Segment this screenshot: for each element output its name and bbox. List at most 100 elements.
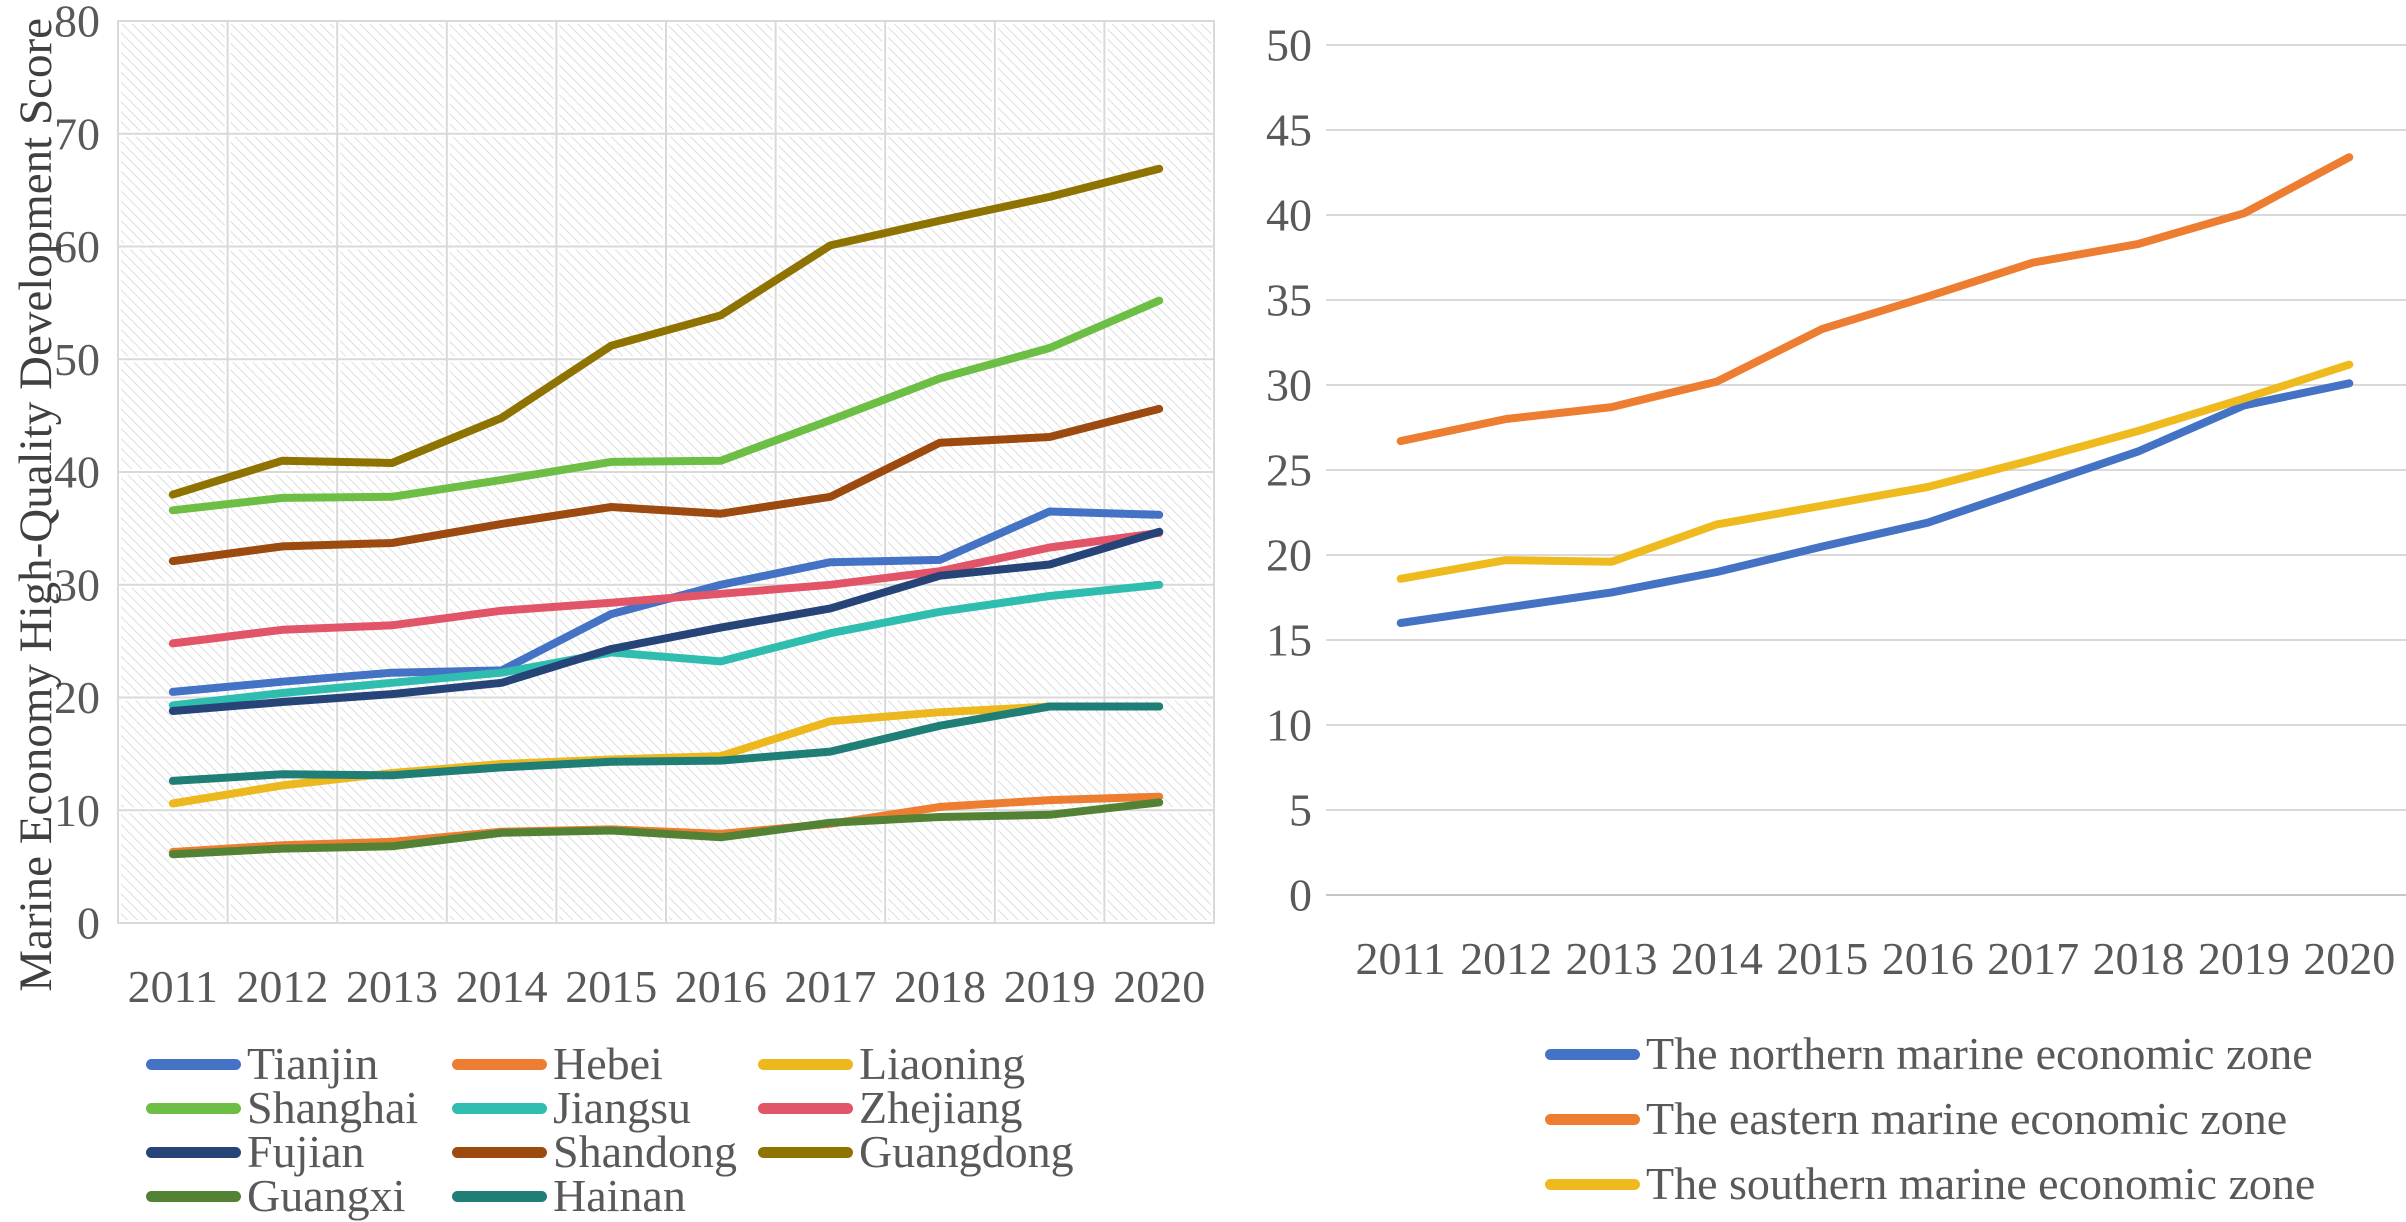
legend-line-swatch bbox=[1545, 1113, 1640, 1125]
x-tick-label: 2017 bbox=[784, 961, 876, 1010]
y-tick-label: 40 bbox=[54, 447, 100, 498]
right-chart-plot: 0 5 10 15 20 25 30 35 40 45 50 2011 2012 2013 2014 2015… bbox=[1266, 20, 2406, 984]
legend-label: Shanghai bbox=[247, 1082, 419, 1133]
y-tick-label: 35 bbox=[1266, 275, 1312, 326]
series-line-fujian bbox=[168, 527, 1164, 715]
y-tick-label: 20 bbox=[54, 672, 100, 723]
x-tick-label: 2013 bbox=[1566, 933, 1658, 984]
series-line-the-southern-marine-economic-zone bbox=[1396, 360, 2354, 583]
y-tick-label: 30 bbox=[54, 559, 100, 610]
y-tick-label: 0 bbox=[1289, 870, 1312, 921]
legend-label: Tianjin bbox=[247, 1038, 379, 1089]
left-chart: 0 10 20 30 40 50 60 70 80 2011 2012 2013 2014 2015 201… bbox=[10, 0, 1217, 1221]
legend-item-shandong: Shandong bbox=[452, 1126, 758, 1177]
series-line-shandong bbox=[168, 404, 1164, 566]
series-line-hainan bbox=[168, 702, 1164, 785]
legend-line-swatch bbox=[758, 1146, 853, 1158]
legend-item-the-eastern-marine-economic-zone: The eastern marine economic zone bbox=[1545, 1093, 2315, 1144]
legend-line-swatch bbox=[1545, 1178, 1640, 1190]
legend-line-swatch bbox=[146, 1058, 241, 1070]
series-line-jiangsu bbox=[168, 580, 1164, 710]
legend-item-the-northern-marine-economic-zone: The northern marine economic zone bbox=[1545, 1028, 2315, 1079]
legend-item-guangdong: Guangdong bbox=[758, 1129, 1074, 1175]
right-chart-legend: The northern marine economic zone The eas… bbox=[1545, 1028, 2316, 1209]
x-tick-label: 2015 bbox=[565, 961, 657, 1010]
legend-line-swatch bbox=[452, 1058, 547, 1070]
y-tick-label: 50 bbox=[1266, 20, 1312, 71]
series-line-the-northern-marine-economic-zone bbox=[1396, 379, 2354, 627]
y-tick-label: 5 bbox=[1289, 785, 1312, 836]
y-tick-label: 60 bbox=[54, 221, 100, 272]
x-tick-label: 2012 bbox=[236, 961, 328, 1010]
x-tick-label: 2018 bbox=[894, 961, 986, 1010]
right-chart: 0 5 10 15 20 25 30 35 40 45 50 2011 2012 2013 2014 2015… bbox=[1240, 0, 2406, 1222]
legend-line-swatch bbox=[1545, 1048, 1640, 1060]
legend-item-hebei: Hebei bbox=[452, 1038, 758, 1089]
x-tick-label: 2015 bbox=[1776, 933, 1868, 984]
legend-label: Liaoning bbox=[859, 1038, 1026, 1089]
legend-item-hainan: Hainan bbox=[452, 1170, 758, 1221]
y-tick-label: 10 bbox=[54, 785, 100, 836]
legend-label: Hainan bbox=[553, 1170, 686, 1221]
legend-label: The eastern marine economic zone bbox=[1646, 1093, 2288, 1144]
x-tick-label: 2012 bbox=[1460, 933, 1552, 984]
legend-item-shanghai: Shanghai bbox=[146, 1082, 452, 1133]
y-tick-label: 80 bbox=[54, 0, 100, 47]
legend-item-liaoning: Liaoning bbox=[758, 1038, 1064, 1089]
x-tick-label: 2013 bbox=[346, 961, 438, 1010]
x-tick-label: 2020 bbox=[1113, 961, 1205, 1010]
series-line-zhejiang bbox=[168, 528, 1164, 648]
legend-label: The southern marine economic zone bbox=[1646, 1158, 2316, 1209]
x-tick-label: 2019 bbox=[2198, 933, 2290, 984]
legend-line-swatch bbox=[758, 1102, 853, 1114]
legend-line-swatch bbox=[146, 1102, 241, 1114]
x-tick-label: 2020 bbox=[2303, 933, 2395, 984]
x-tick-label: 2016 bbox=[675, 961, 767, 1010]
x-tick-label: 2014 bbox=[1671, 933, 1763, 984]
x-tick-label: 2014 bbox=[456, 961, 548, 1010]
left-chart-plot: 0 10 20 30 40 50 60 70 80 2011 2012 2013 2014 2015 201… bbox=[54, 0, 1217, 1010]
legend-item-guangxi: Guangxi bbox=[146, 1170, 452, 1221]
legend-label: Zhejiang bbox=[859, 1082, 1023, 1133]
legend-item-zhejiang: Zhejiang bbox=[758, 1082, 1064, 1133]
legend-item-jiangsu: Jiangsu bbox=[452, 1082, 758, 1133]
left-chart-legend: Tianjin Hebei Liaoning Shanghai Jiangsu Zheji… bbox=[146, 1038, 1074, 1221]
legend-item-the-southern-marine-economic-zone: The southern marine economic zone bbox=[1545, 1158, 2316, 1209]
y-tick-label: 50 bbox=[54, 334, 100, 385]
x-tick-label: 2016 bbox=[1882, 933, 1974, 984]
series-line-shanghai bbox=[168, 296, 1164, 515]
legend-line-swatch bbox=[452, 1190, 547, 1202]
legend-line-swatch bbox=[146, 1190, 241, 1202]
y-tick-label: 25 bbox=[1266, 445, 1312, 496]
legend-label: Guangdong bbox=[859, 1126, 1074, 1177]
series-line-guangxi bbox=[168, 798, 1164, 859]
legend-item-fujian: Fujian bbox=[146, 1126, 452, 1177]
legend-label: Jiangsu bbox=[553, 1082, 691, 1133]
y-tick-label: 45 bbox=[1266, 105, 1312, 156]
y-tick-label: 15 bbox=[1266, 615, 1312, 666]
y-tick-label: 0 bbox=[77, 898, 100, 949]
y-tick-label: 40 bbox=[1266, 190, 1312, 241]
series-line-the-eastern-marine-economic-zone bbox=[1396, 153, 2354, 446]
y-tick-label: 10 bbox=[1266, 700, 1312, 751]
x-tick-label: 2017 bbox=[1987, 933, 2079, 984]
x-tick-label: 2018 bbox=[2093, 933, 2185, 984]
x-tick-label: 2011 bbox=[128, 961, 218, 1010]
legend-label: The northern marine economic zone bbox=[1646, 1028, 2313, 1079]
y-tick-label: 70 bbox=[54, 108, 100, 159]
legend-line-swatch bbox=[146, 1146, 241, 1158]
legend-label: Hebei bbox=[553, 1038, 663, 1089]
x-tick-label: 2011 bbox=[1356, 933, 1446, 984]
legend-label: Shandong bbox=[553, 1126, 737, 1177]
legend-line-swatch bbox=[452, 1102, 547, 1114]
y-tick-label: 30 bbox=[1266, 360, 1312, 411]
x-tick-label: 2019 bbox=[1004, 961, 1096, 1010]
legend-item-tianjin: Tianjin bbox=[146, 1038, 452, 1089]
legend-line-swatch bbox=[452, 1146, 547, 1158]
y-tick-label: 20 bbox=[1266, 530, 1312, 581]
legend-line-swatch bbox=[758, 1058, 853, 1070]
legend-label: Fujian bbox=[247, 1126, 365, 1177]
legend-label: Guangxi bbox=[247, 1170, 406, 1221]
series-line-guangdong bbox=[168, 164, 1164, 499]
